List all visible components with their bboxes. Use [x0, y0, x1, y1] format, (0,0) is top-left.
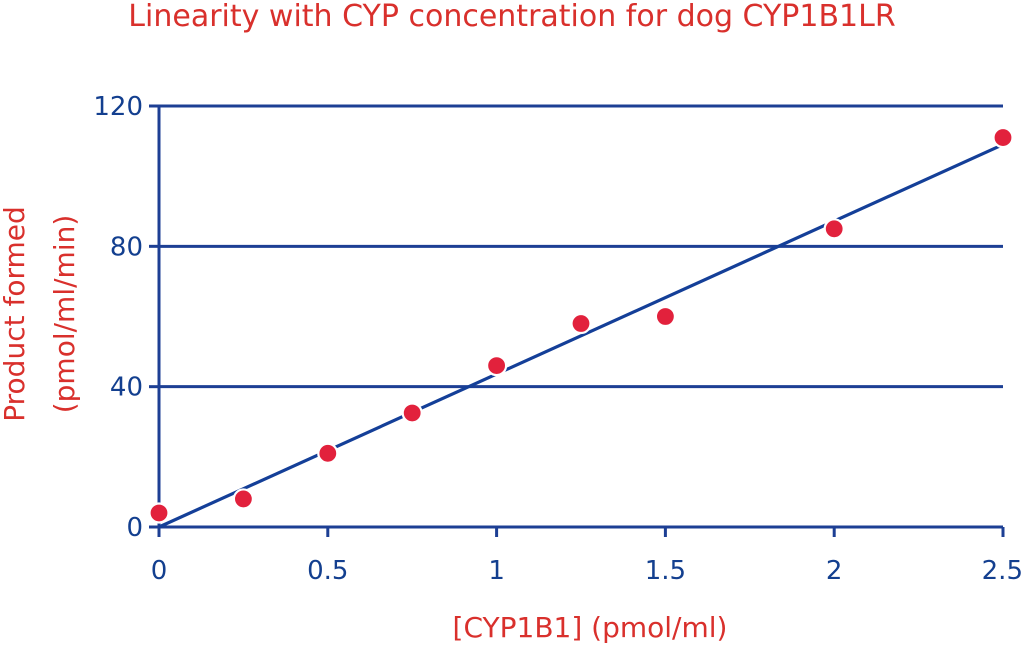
- trendline-group: [158, 143, 1004, 529]
- data-point-6: [654, 305, 677, 328]
- tick-marks: [149, 104, 1005, 537]
- x-tick-label-4: 2: [826, 556, 843, 586]
- data-point-8: [992, 126, 1014, 149]
- data-point-0: [148, 502, 170, 524]
- data-point-1: [232, 488, 254, 510]
- y-tick-label-0: 0: [126, 513, 143, 543]
- chart-title: Linearity with CYP concentration for dog…: [128, 0, 895, 34]
- axes: [157, 106, 1003, 529]
- x-tick-label-3: 1.5: [645, 556, 686, 586]
- y-tick-label-2: 80: [110, 232, 143, 262]
- data-point-5: [570, 312, 592, 335]
- trendline: [158, 143, 1004, 529]
- x-tick-label-1: 0.5: [307, 556, 348, 586]
- data-points: [148, 126, 1014, 524]
- y-axis-label-line-2: (pmol/ml/min): [48, 215, 81, 414]
- data-point-3: [401, 402, 423, 424]
- grid-lines: [159, 104, 1003, 389]
- data-point-2: [317, 442, 339, 464]
- y-axis-label-line-1: Product formed: [0, 206, 31, 422]
- x-tick-label-2: 1: [488, 556, 505, 586]
- x-axis-label: [CYP1B1] (pmol/ml): [453, 611, 728, 644]
- data-point-4: [486, 355, 508, 377]
- y-tick-label-3: 120: [93, 92, 143, 122]
- x-tick-labels: 0 0.5 1 1.5 2 2.5: [151, 556, 1023, 586]
- y-tick-labels: 0 40 80 120: [93, 92, 143, 543]
- x-tick-label-5: 2.5: [982, 556, 1023, 586]
- x-tick-label-0: 0: [151, 556, 168, 586]
- y-tick-label-1: 40: [110, 373, 143, 403]
- data-point-7: [823, 218, 845, 240]
